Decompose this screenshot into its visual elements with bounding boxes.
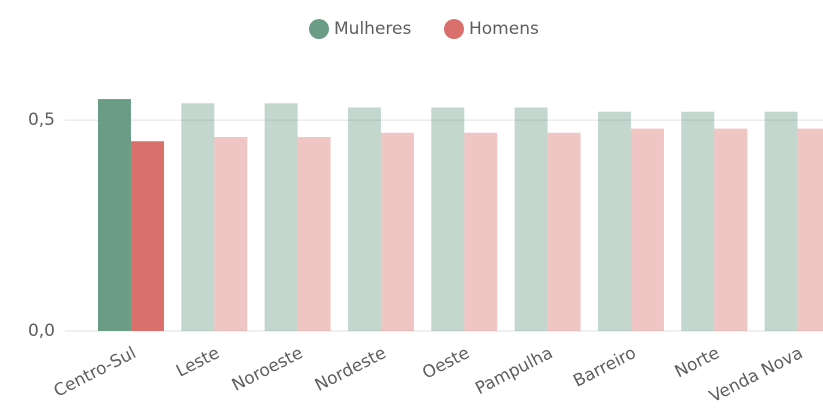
x-tick-label: Oeste [419, 343, 472, 383]
legend-marker [309, 19, 329, 39]
x-tick-label: Norte [672, 343, 723, 382]
x-tick-label: Venda Nova [706, 343, 806, 407]
y-tick-label: 0,0 [28, 321, 55, 341]
bar [797, 128, 823, 331]
bar [681, 111, 715, 331]
legend-marker [444, 19, 464, 39]
bar [514, 107, 548, 332]
bar [380, 132, 414, 331]
legend-label: Mulheres [334, 19, 411, 39]
bar [714, 128, 748, 331]
x-tick-label: Leste [173, 343, 223, 382]
x-tick-label: Pampulha [472, 343, 556, 399]
bar [764, 111, 798, 331]
bar [547, 132, 581, 331]
bar [464, 132, 498, 331]
legend-label: Homens [469, 19, 539, 39]
x-tick-label: Noroeste [229, 343, 306, 396]
bar [97, 99, 131, 331]
y-tick-label: 0,5 [28, 110, 55, 130]
x-tick-label: Barreiro [570, 343, 639, 392]
bar [297, 137, 331, 331]
bar [630, 128, 664, 331]
bar [347, 107, 381, 332]
bar [130, 141, 164, 331]
x-tick-label: Nordeste [312, 343, 390, 396]
bar [181, 103, 215, 331]
x-tick-label: Centro-Sul [51, 343, 140, 401]
plot [97, 99, 823, 332]
bar [264, 103, 298, 331]
bar [431, 107, 465, 332]
bar [597, 111, 631, 331]
bar [214, 137, 248, 331]
